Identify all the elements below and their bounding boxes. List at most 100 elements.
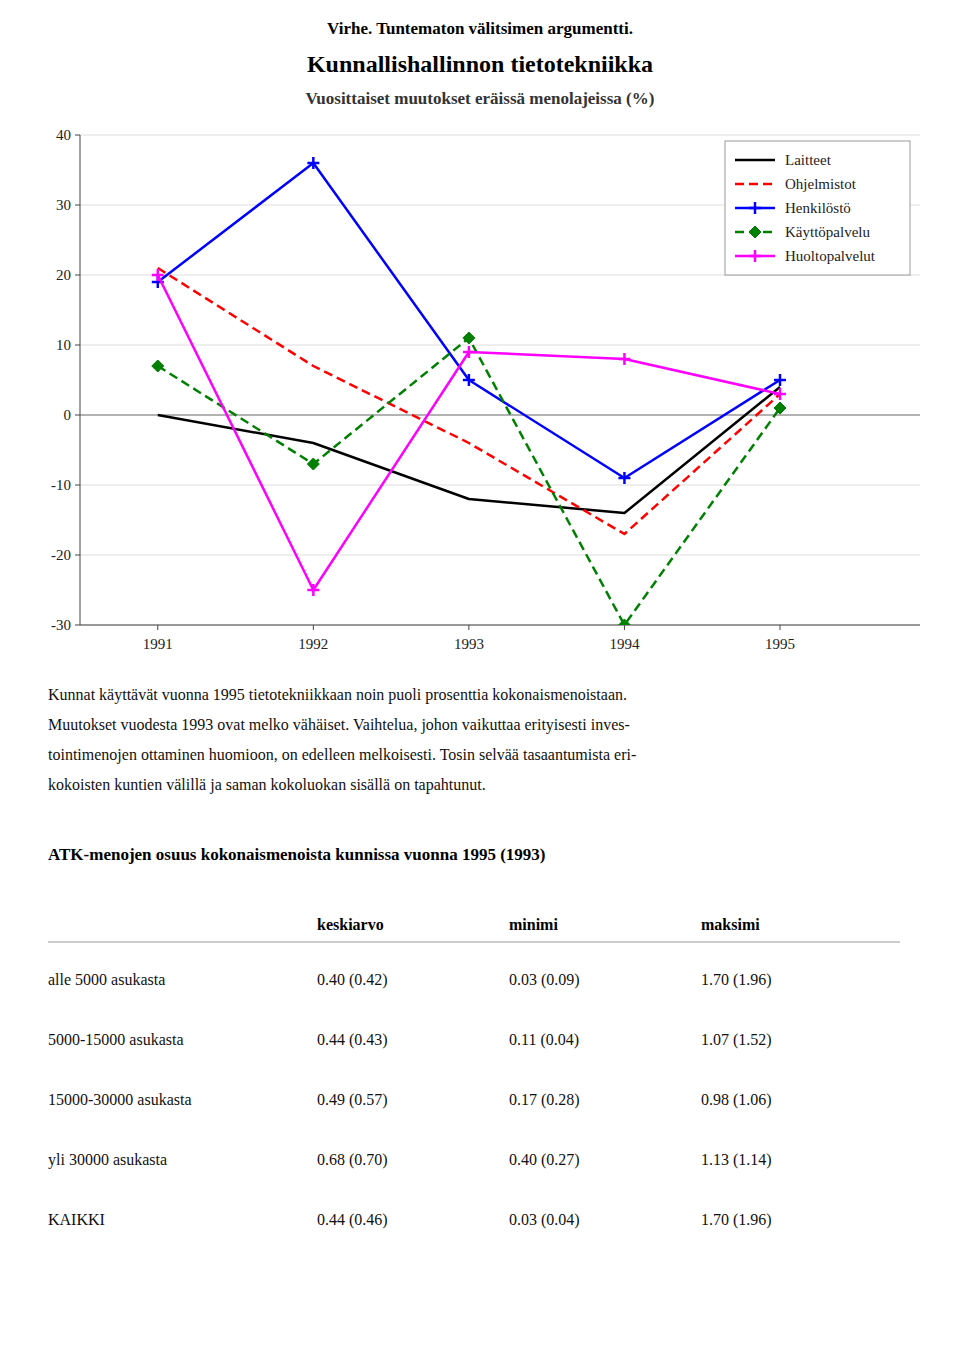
- grid-line: [80, 415, 920, 416]
- point-marker: [618, 619, 630, 625]
- x-tick: [313, 625, 314, 630]
- y-tick-label: 10: [56, 337, 71, 353]
- chart-title: Kunnallishallinnon tietotekniikka: [307, 51, 653, 77]
- table-cell: 1.70 (1.96): [701, 971, 772, 989]
- table-cell: 0.49 (0.57): [317, 1091, 388, 1109]
- legend-box: [725, 141, 910, 275]
- table-cell: 0.11 (0.04): [509, 1031, 579, 1049]
- table-rule: [48, 942, 900, 943]
- x-tick: [157, 625, 158, 630]
- table-cell: 0.44 (0.46): [317, 1211, 388, 1229]
- series-line: [158, 163, 780, 478]
- y-tick: [75, 205, 80, 206]
- table-row-label: alle 5000 asukasta: [48, 971, 165, 988]
- y-tick: [75, 555, 80, 556]
- table-cell: 0.40 (0.42): [317, 971, 388, 989]
- table-cell: 0.40 (0.27): [509, 1151, 580, 1169]
- y-tick-label: 0: [64, 407, 72, 423]
- table-row-label: KAIKKI: [48, 1211, 105, 1228]
- x-tick-label: 1991: [143, 636, 173, 652]
- table-cell: 0.98 (1.06): [701, 1091, 772, 1109]
- point-marker: [463, 332, 475, 344]
- table-cell: 0.44 (0.43): [317, 1031, 388, 1049]
- x-axis-line: [80, 625, 920, 626]
- legend-marker: [749, 250, 761, 262]
- x-tick-label: 1994: [609, 636, 640, 652]
- point-marker: [463, 346, 475, 358]
- y-tick-label: -30: [51, 617, 71, 633]
- grid-line: [80, 625, 920, 626]
- legend-marker: [749, 202, 761, 214]
- chart-subtitle: Vuosittaiset muutokset eräissä menolajei…: [306, 89, 655, 108]
- error-title: Virhe. Tuntematon välitsimen argumentti.: [327, 19, 633, 38]
- y-tick: [75, 485, 80, 486]
- y-tick-label: -20: [51, 547, 71, 563]
- table-cell: 1.07 (1.52): [701, 1031, 772, 1049]
- table-cell: 0.03 (0.04): [509, 1211, 580, 1229]
- y-axis-line: [80, 135, 81, 625]
- x-tick: [780, 625, 781, 630]
- table-cell: 1.70 (1.96): [701, 1211, 772, 1229]
- table-cell: 0.68 (0.70): [317, 1151, 388, 1169]
- table-cell: 0.17 (0.28): [509, 1091, 580, 1109]
- legend-label: Henkilöstö: [785, 200, 851, 216]
- series-line: [158, 387, 780, 513]
- point-marker: [307, 458, 319, 470]
- point-marker: [152, 360, 164, 372]
- table-header: maksimi: [701, 916, 760, 933]
- series-line: [158, 275, 780, 590]
- y-tick-label: 40: [56, 127, 71, 143]
- grid-line: [80, 345, 920, 346]
- table-cell: 1.13 (1.14): [701, 1151, 772, 1169]
- legend-swatch: [735, 159, 775, 162]
- point-marker: [307, 157, 319, 169]
- point-marker: [152, 269, 164, 281]
- paragraph-line: tointimenojen ottaminen huomioon, on ede…: [48, 746, 636, 764]
- series-line: [158, 268, 780, 534]
- table: ATK-menojen osuus kokonaismenoista kunni…: [48, 845, 900, 1229]
- page: Virhe. Tuntematon välitsimen argumentti.…: [0, 0, 960, 1356]
- y-tick: [75, 275, 80, 276]
- paragraph-line: Muutokset vuodesta 1993 ovat melko vähäi…: [48, 716, 630, 734]
- legend-label: Ohjelmistot: [785, 176, 857, 192]
- legend-marker: [749, 226, 761, 238]
- legend: Laitteet Ohjelmistot Henkilöstö Käyttöpalve…: [725, 141, 910, 275]
- y-tick-label: 20: [56, 267, 71, 283]
- x-tick: [624, 625, 625, 630]
- point-marker: [618, 353, 630, 365]
- legend-label: Laitteet: [785, 152, 832, 168]
- grid-line: [80, 135, 920, 136]
- table-row-label: 5000-15000 asukasta: [48, 1031, 184, 1048]
- paragraph-line: Kunnat käyttävät vuonna 1995 tietoteknii…: [48, 686, 627, 704]
- x-tick-label: 1993: [454, 636, 484, 652]
- legend-label: Huoltopalvelut: [785, 248, 876, 264]
- point-marker: [463, 374, 475, 386]
- point-marker: [307, 584, 319, 596]
- point-marker: [618, 472, 630, 484]
- grid-line: [80, 555, 920, 556]
- paragraph-line: kokoisten kuntien välillä ja saman kokol…: [48, 776, 486, 794]
- table-title: ATK-menojen osuus kokonaismenoista kunni…: [48, 845, 546, 864]
- background: [0, 0, 960, 1356]
- point-marker: [774, 402, 786, 414]
- grid-line: [80, 485, 920, 486]
- table-header: minimi: [509, 916, 558, 933]
- legend-label: Käyttöpalvelu: [785, 224, 870, 240]
- x-tick-label: 1995: [765, 636, 795, 652]
- y-tick-label: 30: [56, 197, 71, 213]
- table-cell: 0.03 (0.09): [509, 971, 580, 989]
- table-row-label: yli 30000 asukasta: [48, 1151, 167, 1169]
- y-tick: [75, 625, 80, 626]
- line-chart: -30-20-1001020304019911992199319941995La…: [51, 127, 920, 652]
- table-row-label: 15000-30000 asukasta: [48, 1091, 192, 1108]
- point-marker: [774, 388, 786, 400]
- table-header: keskiarvo: [317, 916, 384, 933]
- grid: [80, 135, 920, 625]
- y-tick: [75, 415, 80, 416]
- paragraph: Kunnat käyttävät vuonna 1995 tietoteknii…: [48, 686, 636, 794]
- y-tick: [75, 345, 80, 346]
- series-group: [152, 157, 786, 625]
- x-tick-label: 1992: [298, 636, 328, 652]
- y-tick: [75, 135, 80, 136]
- legend-swatch: [735, 183, 775, 186]
